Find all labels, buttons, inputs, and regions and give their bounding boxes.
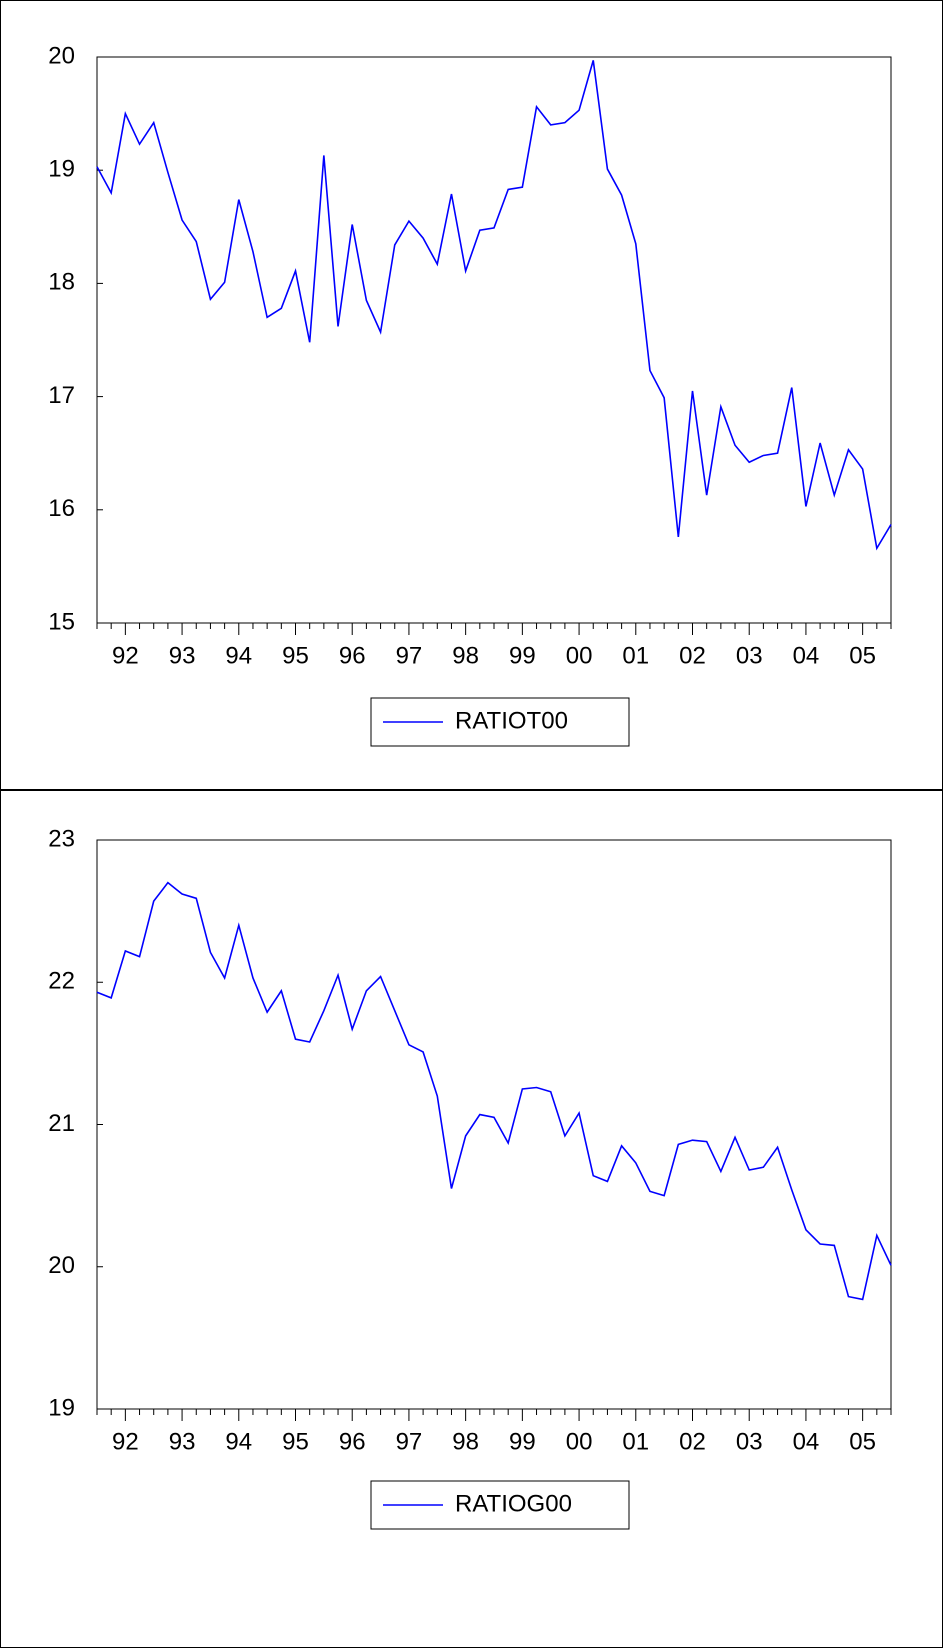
x-tick-label: 98 [452,1428,479,1455]
legend-label: RATIOT00 [455,707,568,734]
x-tick-label: 03 [736,642,763,669]
y-tick-label: 18 [48,269,75,296]
x-tick-label: 96 [339,1428,366,1455]
series-line [96,881,892,1301]
x-tick-label: 98 [452,642,479,669]
y-tick-label: 17 [48,382,75,409]
y-tick-label: 15 [48,608,75,635]
x-tick-label: 04 [793,1428,820,1455]
x-tick-label: 95 [282,1428,309,1455]
y-tick-label: 19 [48,1394,75,1421]
y-tick-label: 23 [48,825,75,852]
y-tick-label: 20 [48,42,75,69]
x-tick-label: 04 [793,642,820,669]
x-tick-label: 05 [849,642,876,669]
y-tick-label: 22 [48,968,75,995]
x-tick-label: 97 [396,1428,423,1455]
x-tick-label: 05 [849,1428,876,1455]
x-tick-label: 03 [736,1428,763,1455]
x-tick-label: 01 [622,642,649,669]
x-tick-label: 94 [225,1428,252,1455]
y-tick-label: 19 [48,156,75,183]
x-tick-label: 94 [225,642,252,669]
x-tick-label: 92 [112,1428,139,1455]
x-tick-label: 95 [282,642,309,669]
x-tick-label: 02 [679,642,706,669]
y-tick-label: 21 [48,1110,75,1137]
x-tick-label: 93 [169,642,196,669]
x-tick-label: 99 [509,1428,536,1455]
x-tick-label: 02 [679,1428,706,1455]
x-tick-label: 00 [566,642,593,669]
y-tick-label: 20 [48,1252,75,1279]
x-tick-label: 93 [169,1428,196,1455]
series-line [96,60,892,551]
x-tick-label: 01 [622,1428,649,1455]
legend-label: RATIOG00 [455,1490,572,1517]
x-tick-label: 96 [339,642,366,669]
x-tick-label: 92 [112,642,139,669]
x-tick-label: 97 [396,642,423,669]
x-tick-label: 00 [566,1428,593,1455]
x-tick-label: 99 [509,642,536,669]
y-tick-label: 16 [48,495,75,522]
